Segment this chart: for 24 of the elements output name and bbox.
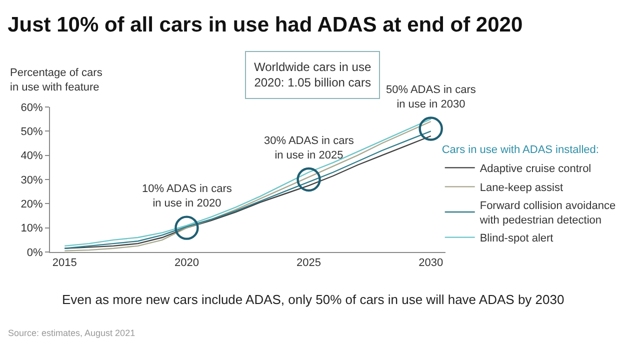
- y-tick-label: 20%: [20, 198, 44, 211]
- y-tick-label: 0%: [26, 246, 44, 259]
- y-tick-label: 60%: [20, 102, 44, 114]
- annotation: 30% ADAS in cars in use in 2025: [264, 135, 354, 162]
- y-axis-title: Percentage of cars in use with feature: [10, 67, 103, 94]
- legend-label: Lane-keep assist: [480, 182, 564, 194]
- y-tick-label: 10%: [20, 222, 44, 235]
- x-tick-label: 2030: [418, 257, 444, 270]
- chart-title: Just 10% of all cars in use had ADAS at end of 2020: [8, 14, 523, 37]
- legend-label: Adaptive cruise control: [480, 162, 592, 175]
- x-tick-label: 2025: [296, 257, 322, 270]
- text: Worldwide cars in use 2020: 1.05 billion cars: [254, 60, 372, 90]
- x-tick-label: 2020: [174, 257, 199, 270]
- source-note: Source: estimates, August 2021: [8, 328, 136, 338]
- y-tick-label: 40%: [20, 150, 44, 162]
- legend-label: Blind-spot alert: [480, 232, 554, 245]
- annotation: 50% ADAS in cars in use in 2030: [386, 84, 476, 110]
- text: Even as more new cars include ADAS, only 50% of cars in use will have ADAS by 2030: [62, 292, 564, 307]
- annotation: 10% ADAS in cars in use in 2020: [142, 183, 232, 210]
- legend-label: Forward collision avoidance with pedestrian detection: [478, 200, 616, 226]
- legend-title: Cars in use with ADAS installed:: [442, 144, 599, 156]
- y-tick-label: 50%: [20, 126, 44, 138]
- x-tick-label: 2015: [52, 257, 77, 270]
- y-tick-label: 30%: [20, 174, 44, 186]
